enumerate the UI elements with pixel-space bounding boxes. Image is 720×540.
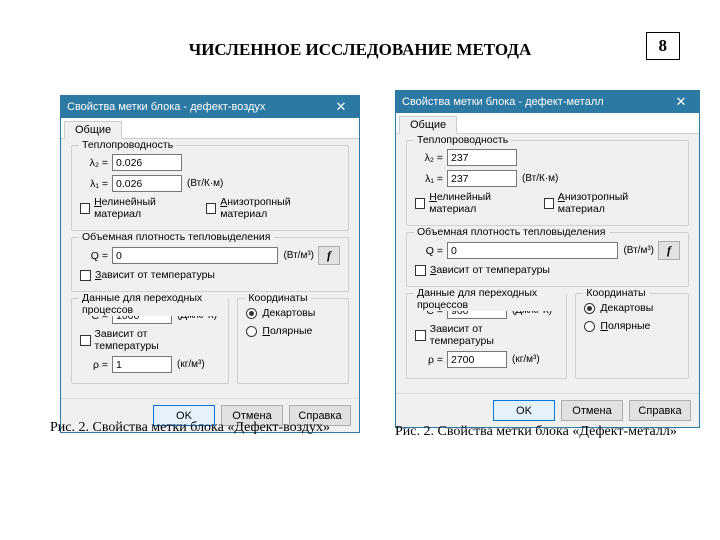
group-legend: Объемная плотность тепловыделения [79, 231, 274, 243]
radio-label: Полярные [262, 325, 312, 337]
checkbox-box-icon [80, 335, 91, 346]
rho-label: ρ = [415, 354, 447, 366]
cancel-button[interactable]: Отмена [561, 400, 623, 421]
checkbox-box-icon [80, 203, 90, 214]
rho-unit: (кг/м³) [512, 354, 540, 365]
group-legend: Теплопроводность [79, 139, 176, 151]
lambda1-input[interactable]: 0.026 [112, 175, 182, 192]
group-heat-generation: Объемная плотность тепловыделения Q = 0 … [71, 237, 349, 292]
checkbox-nonlinear[interactable]: Нелинейный материал [415, 191, 532, 215]
tab-general[interactable]: Общие [399, 116, 457, 134]
group-legend: Объемная плотность тепловыделения [414, 226, 609, 238]
window-title: Свойства метки блока - дефект-воздух [67, 101, 327, 113]
checkbox-anisotropic[interactable]: Анизотропный материал [206, 196, 328, 220]
dialog-metal: Свойства метки блока - дефект-металл ✕ О… [395, 90, 700, 428]
ok-button[interactable]: OK [493, 400, 555, 421]
checkbox-q-temp[interactable]: Зависит от температуры [415, 264, 550, 276]
lambda1-label: λ₁ = [80, 178, 112, 190]
checkbox-label: Зависит от температуры [430, 264, 550, 276]
lambda2-label: λ₂ = [415, 152, 447, 164]
tab-strip: Общие [61, 118, 359, 139]
radio-label: Декартовы [262, 307, 315, 319]
checkbox-box-icon [80, 270, 91, 281]
fx-button[interactable]: f [658, 241, 680, 260]
group-thermal-conductivity: Теплопроводность λ₂ = 237 λ₁ = 237 (Вт/К… [406, 140, 689, 226]
q-input[interactable]: 0 [112, 247, 278, 264]
group-transient: Данные для переходных процессов C = 900 … [406, 293, 567, 379]
checkbox-q-temp[interactable]: Зависит от температуры [80, 269, 215, 281]
lambda1-input[interactable]: 237 [447, 170, 517, 187]
q-label: Q = [80, 250, 112, 262]
checkbox-label: Анизотропный материал [558, 191, 668, 215]
close-icon[interactable]: ✕ [667, 93, 695, 111]
checkbox-label: Зависит от температуры [95, 269, 215, 281]
figure-caption-metal: Рис. 2. Свойства метки блока «Дефект-мет… [395, 424, 677, 440]
rho-unit: (кг/м³) [177, 359, 205, 370]
radio-icon [246, 326, 257, 337]
q-input[interactable]: 0 [447, 242, 618, 259]
lambda2-label: λ₂ = [80, 157, 112, 169]
group-legend: Данные для переходных процессов [79, 292, 228, 316]
group-legend: Теплопроводность [414, 134, 511, 146]
fx-button[interactable]: f [318, 246, 340, 265]
dialog-content: Теплопроводность λ₂ = 237 λ₁ = 237 (Вт/К… [396, 134, 699, 393]
radio-icon [584, 303, 595, 314]
checkbox-c-temp[interactable]: Зависит от температуры [80, 328, 208, 352]
checkbox-box-icon [415, 330, 426, 341]
checkbox-c-temp[interactable]: Зависит от температуры [415, 323, 546, 347]
figure-caption-air: Рис. 2. Свойства метки блока «Дефект-воз… [50, 420, 330, 436]
group-legend: Данные для переходных процессов [414, 287, 566, 311]
tc-unit: (Вт/К·м) [522, 173, 558, 184]
dialog-air: Свойства метки блока - дефект-воздух ✕ О… [60, 95, 360, 433]
titlebar[interactable]: Свойства метки блока - дефект-металл ✕ [396, 91, 699, 113]
group-coordinates: Координаты Декартовы Полярные [575, 293, 689, 379]
checkbox-box-icon [415, 265, 426, 276]
close-icon[interactable]: ✕ [327, 98, 355, 116]
radio-label: Декартовы [600, 302, 653, 314]
rho-input[interactable]: 1 [112, 356, 172, 373]
radio-cartesian[interactable]: Декартовы [584, 302, 680, 314]
lambda2-input[interactable]: 237 [447, 149, 517, 166]
titlebar[interactable]: Свойства метки блока - дефект-воздух ✕ [61, 96, 359, 118]
window-title: Свойства метки блока - дефект-металл [402, 96, 667, 108]
rho-input[interactable]: 2700 [447, 351, 507, 368]
button-bar: OK Отмена Справка [396, 393, 699, 427]
radio-icon [246, 308, 257, 319]
q-unit: (Вт/м³) [283, 250, 314, 261]
group-transient: Данные для переходных процессов C = 1000… [71, 298, 229, 384]
checkbox-label: Анизотропный материал [220, 196, 328, 220]
lambda1-label: λ₁ = [415, 173, 447, 185]
checkbox-label: Нелинейный материал [429, 191, 531, 215]
q-label: Q = [415, 245, 447, 257]
group-coordinates: Координаты Декартовы Полярные [237, 298, 349, 384]
tab-strip: Общие [396, 113, 699, 134]
dialog-content: Теплопроводность λ₂ = 0.026 λ₁ = 0.026 (… [61, 139, 359, 398]
checkbox-box-icon [206, 203, 216, 214]
checkbox-nonlinear[interactable]: Нелинейный материал [80, 196, 194, 220]
group-heat-generation: Объемная плотность тепловыделения Q = 0 … [406, 232, 689, 287]
rho-label: ρ = [80, 359, 112, 371]
radio-polar[interactable]: Полярные [246, 325, 340, 337]
checkbox-box-icon [544, 198, 554, 209]
group-legend: Координаты [583, 287, 648, 299]
page-title: ЧИСЛЕННОЕ ИССЛЕДОВАНИЕ МЕТОДА [0, 40, 720, 60]
page-number: 8 [646, 32, 681, 60]
q-unit: (Вт/м³) [623, 245, 654, 256]
tc-unit: (Вт/К·м) [187, 178, 223, 189]
checkbox-label: Зависит от температуры [430, 323, 547, 347]
radio-polar[interactable]: Полярные [584, 320, 680, 332]
group-legend: Координаты [245, 292, 310, 304]
checkbox-anisotropic[interactable]: Анизотропный материал [544, 191, 668, 215]
group-thermal-conductivity: Теплопроводность λ₂ = 0.026 λ₁ = 0.026 (… [71, 145, 349, 231]
radio-cartesian[interactable]: Декартовы [246, 307, 340, 319]
checkbox-box-icon [415, 198, 425, 209]
radio-label: Полярные [600, 320, 650, 332]
checkbox-label: Нелинейный материал [94, 196, 194, 220]
checkbox-label: Зависит от температуры [95, 328, 209, 352]
lambda2-input[interactable]: 0.026 [112, 154, 182, 171]
help-button[interactable]: Справка [629, 400, 691, 421]
radio-icon [584, 321, 595, 332]
tab-general[interactable]: Общие [64, 121, 122, 139]
